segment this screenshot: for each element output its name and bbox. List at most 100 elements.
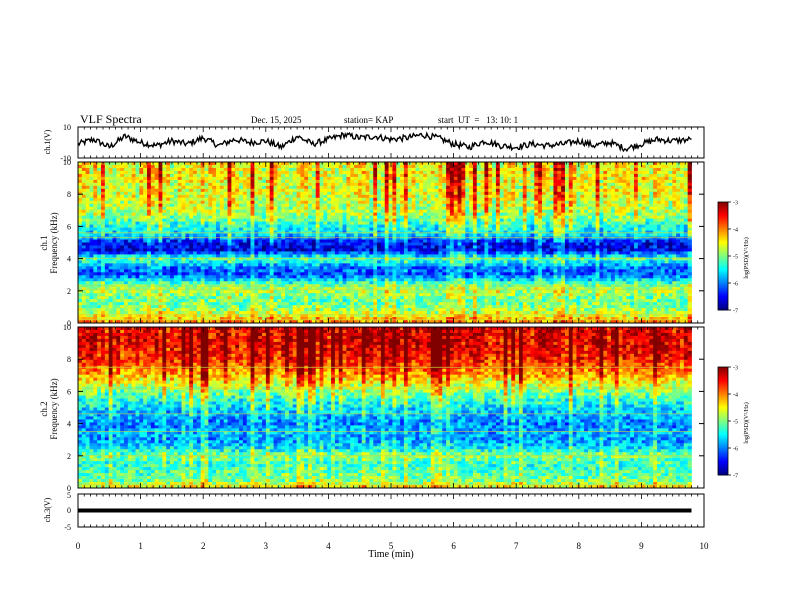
- ch1-spec-cell: [239, 192, 243, 195]
- ch1-spec-cell: [116, 174, 120, 177]
- ch1-spec-cell: [316, 186, 320, 189]
- ch1-spec-cell: [392, 165, 396, 168]
- ch1-spec-cell: [220, 171, 224, 174]
- ch1-spec-cell: [657, 186, 661, 189]
- ch1-spec-cell: [630, 183, 634, 186]
- ch1-spec-cell: [427, 174, 431, 177]
- ch1-spec-cell: [488, 177, 492, 180]
- ch1-spec-cell: [557, 180, 561, 183]
- ch1-spec-cell: [216, 162, 220, 165]
- ch1-spec-cell: [182, 162, 186, 165]
- ch1-spec-cell: [611, 162, 615, 165]
- ch1-spec-cell: [511, 183, 515, 186]
- ch1-spec-cell: [645, 186, 649, 189]
- ch1-spec-cell: [653, 177, 657, 180]
- ch1-spec-cell: [239, 189, 243, 192]
- ch1-spec-cell: [274, 192, 278, 195]
- ch1-spec-cell: [515, 162, 519, 165]
- ch1-spec-cell: [289, 180, 293, 183]
- ch1-spec-cell: [251, 168, 255, 171]
- ch1-spec-cell: [189, 165, 193, 168]
- ch1-spec-cell: [277, 180, 281, 183]
- ch1-spec-cell: [419, 192, 423, 195]
- ch1-spec-cell: [523, 177, 527, 180]
- ch1-spec-cell: [484, 183, 488, 186]
- ch1-spec-cell: [124, 174, 128, 177]
- ch1-spec-cell: [124, 186, 128, 189]
- ch1-spec-cell: [438, 177, 442, 180]
- ch1-spec-cell: [251, 192, 255, 195]
- ch1-spec-cell: [189, 183, 193, 186]
- ch1-spec-cell: [684, 171, 688, 174]
- ch1-spec-cell: [231, 165, 235, 168]
- ch1-spec-cell: [208, 165, 212, 168]
- ch1-spec-cell: [300, 192, 304, 195]
- ch1-spec-cell: [561, 171, 565, 174]
- ch1-spec-cell: [507, 183, 511, 186]
- ch1-spec-cell: [427, 180, 431, 183]
- ch1-spec-cell: [634, 189, 638, 192]
- ch1-spec-cell: [373, 174, 377, 177]
- ch1-spec-cell: [174, 171, 178, 174]
- ch1-spec-cell: [193, 189, 197, 192]
- ch1-spec-cell: [684, 162, 688, 165]
- ch1-spec-cell: [136, 168, 140, 171]
- ch1-spec-cell: [688, 165, 692, 168]
- ch1-spec-cell: [293, 162, 297, 165]
- ch1-spec-cell: [661, 162, 665, 165]
- ch1-spec-cell: [668, 177, 672, 180]
- ch1-spec-cell: [293, 165, 297, 168]
- ch1-spec-cell: [116, 165, 120, 168]
- ch1-spec-cell: [316, 171, 320, 174]
- ch1-spec-cell: [178, 177, 182, 180]
- ch1-spec-cell: [473, 171, 477, 174]
- ch1-spec-cell: [220, 189, 224, 192]
- ch1-spec-cell: [93, 186, 97, 189]
- ch1-spec-cell: [93, 165, 97, 168]
- ch1-spec-cell: [316, 162, 320, 165]
- ch1-spec-cell: [212, 171, 216, 174]
- ch1-spec-cell: [381, 168, 385, 171]
- ch1-spec-cell: [136, 192, 140, 195]
- ch1-spec-cell: [293, 177, 297, 180]
- ch1-spec-cell: [504, 168, 508, 171]
- ch1-spec-cell: [358, 180, 362, 183]
- ch1-spec-cell: [300, 174, 304, 177]
- ch1-spec-cell: [132, 177, 136, 180]
- ch1-spec-cell: [672, 177, 676, 180]
- ch1-spec-cell: [415, 171, 419, 174]
- ch1-spec-cell: [274, 183, 278, 186]
- ch1-spec-cell: [446, 189, 450, 192]
- ch1-spec-cell: [316, 168, 320, 171]
- ch1-spec-cell: [527, 168, 531, 171]
- ch1-spec-cell: [530, 186, 534, 189]
- ch1-spec-cell: [132, 183, 136, 186]
- ch1-spec-cell: [488, 183, 492, 186]
- ch1-spec-cell: [147, 186, 151, 189]
- ch1-spec-cell: [573, 168, 577, 171]
- ch1-spec-cell: [454, 189, 458, 192]
- ch1-spec-cell: [350, 186, 354, 189]
- ch1-spec-cell: [174, 168, 178, 171]
- ch1-spec-cell: [649, 168, 653, 171]
- ch1-spec-cell: [465, 186, 469, 189]
- ch1-spec-cell: [90, 186, 94, 189]
- ch1-spec-cell: [507, 174, 511, 177]
- ch1-spec-cell: [645, 183, 649, 186]
- ch1-spec-cell: [147, 180, 151, 183]
- ch1-spec-cell: [550, 168, 554, 171]
- ch1-spec-cell: [473, 183, 477, 186]
- ch1-spec-cell: [496, 165, 500, 168]
- ch1-spec-cell: [622, 171, 626, 174]
- ch1-spec-cell: [561, 162, 565, 165]
- ch1-spec-cell: [634, 186, 638, 189]
- ch1-spectrogram-panel: 0246810 ch.1 Frequency (kHz): [39, 158, 704, 328]
- ch1-spec-cell: [258, 171, 262, 174]
- ch1-spec-cell: [599, 189, 603, 192]
- ch1-spec-cell: [155, 162, 159, 165]
- ch1-spec-cell: [208, 174, 212, 177]
- ch1-spec-cell: [427, 168, 431, 171]
- ch1-spec-cell: [649, 174, 653, 177]
- ch1-spec-cell: [515, 174, 519, 177]
- ch1-spec-cell: [688, 174, 692, 177]
